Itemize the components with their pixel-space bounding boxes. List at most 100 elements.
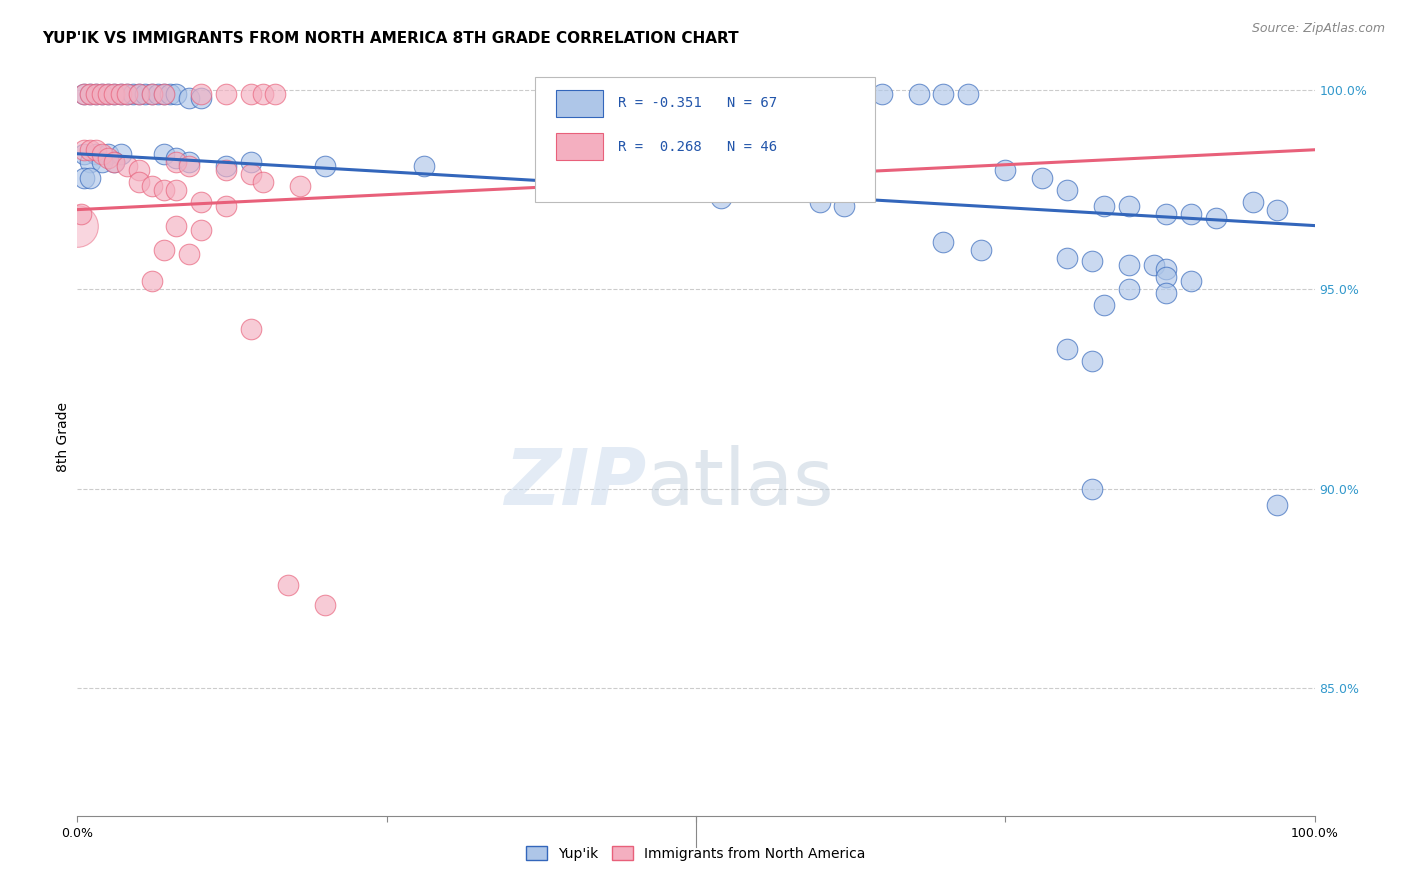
Point (834, 199, 856, 213)
Point (1092, 199, 1115, 213)
Point (72, 170, 94, 185)
Point (128, 175, 150, 189)
Point (190, 194, 212, 209)
Point (177, 159, 200, 173)
Point (97, 87, 120, 101)
Point (79, 87, 101, 101)
Point (153, 243, 176, 257)
Point (177, 91, 200, 105)
Text: Source: ZipAtlas.com: Source: ZipAtlas.com (1251, 22, 1385, 36)
Point (1154, 206, 1177, 220)
Point (141, 275, 163, 289)
Point (72, 87, 94, 101)
Point (141, 87, 163, 101)
Point (1154, 270, 1177, 285)
Point (91, 154, 114, 169)
Point (957, 87, 980, 101)
Point (1180, 275, 1202, 289)
Point (110, 87, 132, 101)
Point (141, 178, 163, 193)
Point (66, 219, 89, 233)
Point (91, 87, 114, 101)
Point (153, 146, 176, 161)
Legend: Yup'ik, Immigrants from North America: Yup'ik, Immigrants from North America (520, 840, 872, 866)
Point (91, 87, 114, 101)
Point (97, 151, 120, 165)
Point (648, 175, 671, 189)
Point (128, 87, 150, 101)
Point (97, 146, 120, 161)
Point (110, 146, 132, 161)
Point (215, 199, 238, 213)
Point (994, 162, 1017, 177)
Point (1118, 259, 1140, 273)
Point (165, 151, 187, 165)
Point (239, 87, 262, 101)
Text: R =  0.268   N = 46: R = 0.268 N = 46 (619, 140, 778, 153)
Point (72, 87, 94, 101)
Point (932, 87, 955, 101)
Text: ZIP: ZIP (505, 444, 647, 521)
Point (84, 143, 107, 157)
Point (153, 87, 176, 101)
Point (412, 159, 434, 173)
Point (1267, 498, 1289, 512)
Point (103, 87, 125, 101)
Point (1081, 482, 1104, 496)
Point (153, 87, 176, 101)
Point (190, 91, 212, 105)
Point (115, 159, 138, 173)
Point (190, 87, 212, 101)
Point (239, 154, 262, 169)
Point (146, 87, 169, 101)
Point (72, 146, 94, 161)
Point (110, 87, 132, 101)
Point (239, 322, 262, 336)
Point (215, 159, 238, 173)
Point (153, 183, 176, 197)
Point (932, 235, 955, 249)
Point (159, 87, 181, 101)
Point (128, 162, 150, 177)
Point (288, 178, 311, 193)
Point (1154, 286, 1177, 301)
Point (870, 87, 893, 101)
Point (1180, 206, 1202, 220)
Point (1081, 354, 1104, 368)
Point (1118, 282, 1140, 296)
Point (1056, 251, 1078, 265)
Point (264, 87, 287, 101)
Point (1154, 262, 1177, 277)
Point (115, 87, 138, 101)
Point (969, 243, 991, 257)
Point (1092, 298, 1115, 312)
Point (1081, 254, 1104, 268)
Y-axis label: 8th Grade: 8th Grade (56, 402, 70, 472)
Point (252, 175, 274, 189)
Point (72, 143, 94, 157)
Point (808, 194, 831, 209)
Point (79, 170, 101, 185)
Point (1205, 211, 1227, 225)
Point (907, 87, 929, 101)
Point (1056, 343, 1078, 357)
Point (314, 159, 336, 173)
Point (190, 222, 212, 236)
Point (91, 146, 114, 161)
Point (79, 143, 101, 157)
Point (252, 87, 274, 101)
Text: atlas: atlas (647, 444, 834, 521)
FancyBboxPatch shape (557, 90, 603, 117)
Point (84, 87, 107, 101)
Point (1267, 202, 1289, 217)
Text: R = -0.351   N = 67: R = -0.351 N = 67 (619, 96, 778, 111)
Point (1118, 199, 1140, 213)
Point (97, 87, 120, 101)
Point (84, 87, 107, 101)
Point (1143, 259, 1166, 273)
Point (1031, 170, 1053, 185)
Point (1056, 183, 1078, 197)
Point (115, 87, 138, 101)
Point (128, 87, 150, 101)
Point (215, 87, 238, 101)
